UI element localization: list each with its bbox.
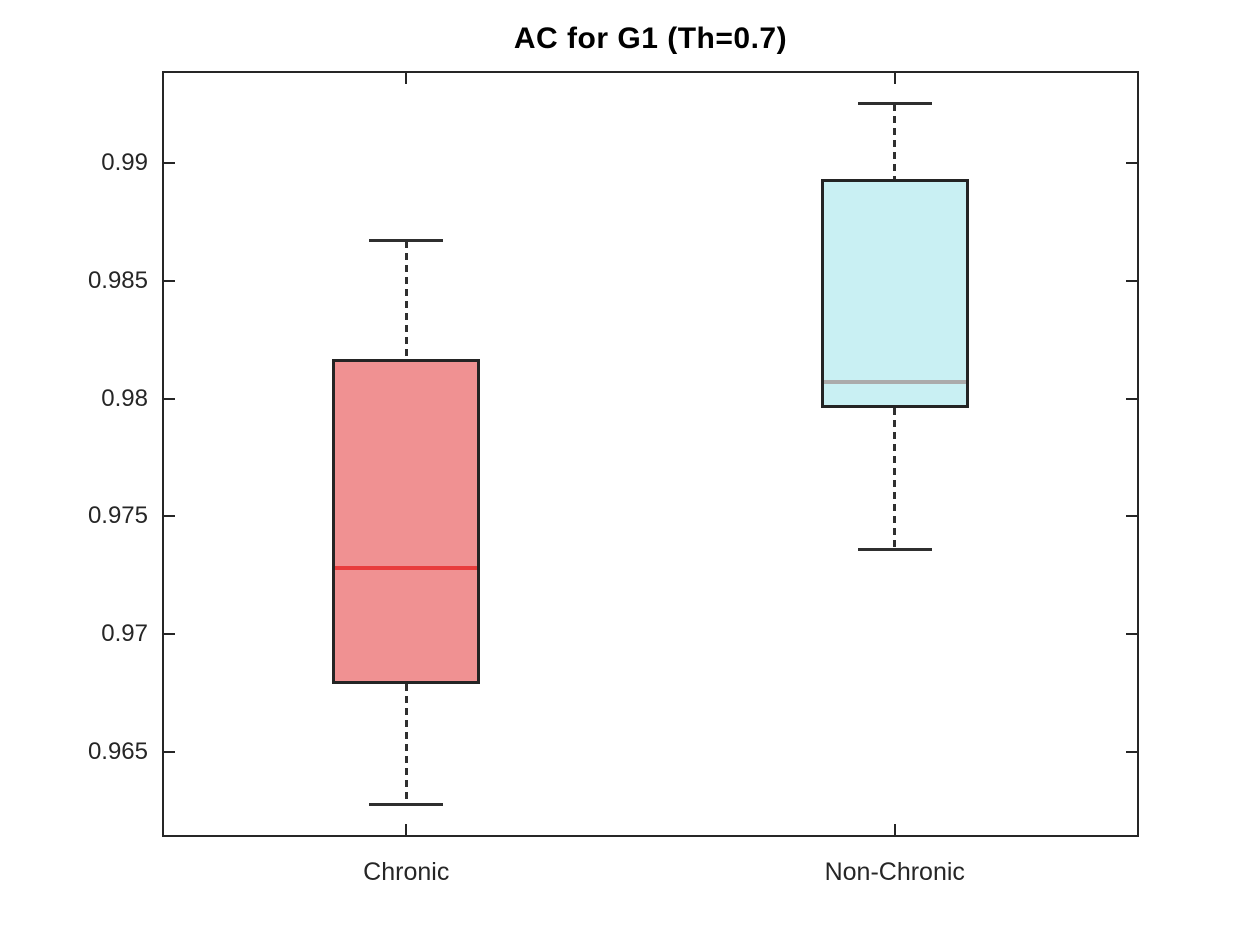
y-tick-mark-right <box>1126 515 1139 518</box>
whisker-lower-chronic <box>404 683 408 804</box>
y-tick-mark-right <box>1126 633 1139 636</box>
whisker-cap-bottom-chronic <box>369 802 444 806</box>
y-tick-mark-left <box>162 279 175 282</box>
y-tick-mark-right <box>1126 397 1139 400</box>
box-non-chronic <box>820 179 969 409</box>
whisker-cap-bottom-non-chronic <box>857 547 932 551</box>
median-line-chronic <box>335 566 477 571</box>
x-tick-mark-top-chronic <box>405 71 408 84</box>
y-tick-mark-right <box>1126 751 1139 754</box>
whisker-upper-chronic <box>404 240 408 359</box>
chart-title: AC for G1 (Th=0.7) <box>513 22 788 55</box>
y-tick-label: 0.98 <box>101 384 148 412</box>
whisker-lower-non-chronic <box>893 408 897 550</box>
y-tick-label: 0.985 <box>87 266 148 294</box>
y-tick-mark-left <box>162 161 175 164</box>
y-tick-label: 0.99 <box>101 148 148 176</box>
x-tick-mark-bottom-chronic <box>405 824 408 837</box>
category-label-chronic: Chronic <box>363 858 450 886</box>
whisker-upper-non-chronic <box>893 103 897 180</box>
whisker-cap-top-chronic <box>369 239 444 243</box>
whisker-cap-top-non-chronic <box>857 102 932 106</box>
y-tick-mark-left <box>162 515 175 518</box>
median-line-non-chronic <box>823 380 966 385</box>
plot-area <box>162 71 1139 837</box>
y-tick-mark-right <box>1126 161 1139 164</box>
y-tick-mark-left <box>162 633 175 636</box>
y-tick-mark-left <box>162 751 175 754</box>
y-tick-label: 0.97 <box>101 620 148 648</box>
box-chronic <box>332 358 480 684</box>
y-tick-label: 0.965 <box>87 738 148 766</box>
y-tick-label: 0.975 <box>87 502 148 530</box>
y-tick-mark-right <box>1126 279 1139 282</box>
x-tick-mark-bottom-non-chronic <box>893 824 896 837</box>
x-tick-mark-top-non-chronic <box>893 71 896 84</box>
axes-frame <box>162 71 1139 837</box>
y-tick-mark-left <box>162 397 175 400</box>
category-label-non-chronic: Non-Chronic <box>824 858 965 886</box>
